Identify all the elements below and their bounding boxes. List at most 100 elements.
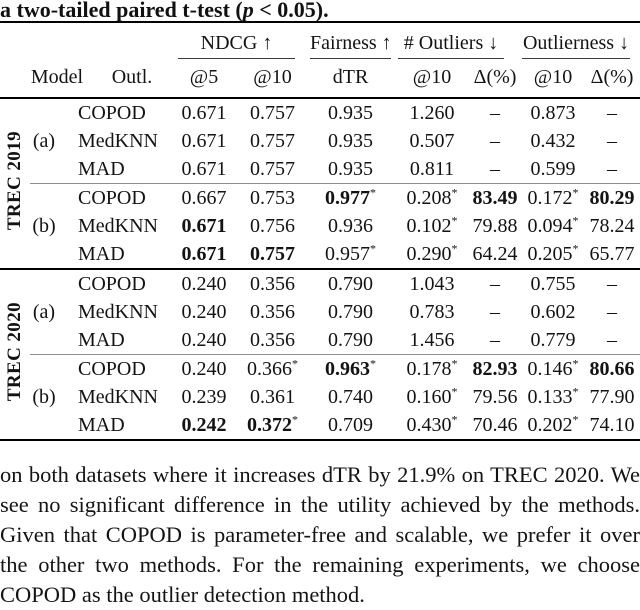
caption-p-variable: p [242,0,254,22]
outlier-method-label: COPOD [58,268,168,298]
outlier-method-label: MAD [78,158,125,180]
outlier-method-label: MedKNN [78,301,158,323]
group-header-ndcg: NDCG ↑ [168,23,305,59]
value-cell: 0.205* [527,241,579,265]
table-row: MAD 0.242 0.372* 0.709 0.430* 70.46 0.202* 74.1… [0,411,640,439]
paragraph-line: Given that COPOD is parameter-free and s… [0,522,640,547]
col-header-outliers-delta: Δ(%) [468,59,523,99]
value-cell: 79.88 [472,215,518,237]
group-header-outlierness-label: Outlierness ↓ [522,32,631,59]
group-header-ndcg-label: NDCG ↑ [178,32,296,59]
value-cell: 0.178* [396,354,469,383]
value-cell: 0.356 [240,268,306,298]
value-cell: 0.757 [250,102,295,124]
table-row: MAD 0.671 0.757 0.957* 0.290* 64.24 0.205* 65.7… [0,240,640,269]
value-cell: 65.77 [589,243,635,265]
paragraph-line: COPOD as the outlier detection method. [0,582,365,607]
paragraph-line: on both datasets where it increases dTR … [0,462,640,487]
results-table: NDCG ↑ Fairness ↑ # Outliers ↓ Outlierne… [0,23,640,439]
value-cell: 77.90 [589,386,635,408]
value-cell: 82.93 [468,354,523,383]
table-row: TREC 2020 (a) COPOD 0.240 0.356 0.790 1.043–0.… [0,268,640,439]
value-cell: 0.756 [250,215,295,237]
value-cell: 0.740 [328,386,374,408]
value-cell: 80.66 [584,354,640,383]
value-cell: 74.10 [589,414,635,436]
table-row: MedKNN 0.239 0.361 0.740 0.160* 79.56 0.133* 77… [0,383,640,411]
value-cell: 0.432 [530,130,576,152]
value-cell: 0.094* [527,213,579,237]
outlier-method-label: MedKNN [78,130,158,152]
value-cell: – [607,301,618,323]
value-cell: 0.602 [530,301,576,323]
value-cell: 0.240 [181,301,227,323]
value-cell: 0.361 [250,386,295,408]
caption-suffix: < 0.05). [253,0,329,22]
value-cell: 0.936 [328,215,374,237]
value-cell: – [490,301,501,323]
sub-header-row: Model Outl. @5 @10 dTR @10 Δ(%) @10 Δ(%) [0,59,640,99]
value-cell: 0.790 [328,301,374,323]
value-cell: 0.172* [522,183,585,212]
table-caption: a two-tailed paired t-test (p < 0.05). [0,0,640,22]
value-cell: 0.977* [305,183,397,212]
model-group-label: (b) [30,354,58,439]
outlier-method-label: COPOD [58,183,168,212]
group-header-outliers-label: # Outliers ↓ [398,32,505,59]
dataset-label: TREC 2019 [4,131,25,231]
value-cell: 0.202* [527,412,579,436]
value-cell: 0.356 [250,301,295,323]
body-paragraph: on both datasets where it increases dTR … [0,460,640,610]
value-cell: 0.779 [530,329,576,351]
paragraph-line: see no significant difference in the uti… [0,492,640,517]
value-cell: 0.667 [168,183,240,212]
value-cell: 0.208* [396,183,469,212]
value-cell: 0.957* [325,241,377,265]
group-header-blank [0,23,168,59]
value-cell: 0.671 [181,215,227,237]
col-header-model: Model [0,59,83,99]
dataset-label-cell: TREC 2019 [0,98,30,269]
value-cell: 0.430* [406,412,458,436]
value-cell: – [490,102,501,124]
col-header-outl: Outl. [58,59,168,99]
value-cell: 0.671 [181,130,227,152]
value-cell: 83.49 [468,183,523,212]
value-cell: 0.599 [530,158,576,180]
value-cell: – [607,158,618,180]
table-row: MAD 0.240 0.356 0.790 1.456 – 0.779 – [0,326,640,355]
value-cell: 0.671 [181,243,227,265]
value-cell: 0.240 [168,268,240,298]
value-cell: 0.146* [522,354,585,383]
value-cell: 0.671 [181,158,227,180]
value-cell: 0.366* [240,354,306,383]
group-header-fairness: Fairness ↑ [305,23,396,59]
value-cell: 0.133* [527,384,579,408]
value-cell: 0.671 [181,102,227,124]
value-cell: 1.456 [409,329,455,351]
value-cell: 0.240 [168,354,240,383]
table-row: MedKNN 0.671 0.757 0.935 0.507 – 0.432 – [0,127,640,155]
col-header-outlierness-at10: @10 [522,59,585,99]
value-cell: 0.755 [522,268,585,298]
table-row: (b) COPOD 0.240 0.366* 0.963* 0.178* 82.93 0.14… [0,354,640,439]
group-header-row: NDCG ↑ Fairness ↑ # Outliers ↓ Outlierne… [0,23,640,59]
value-cell: 0.757 [250,158,295,180]
col-header-ndcg-at10: @10 [240,59,306,99]
model-group-label: (a) [30,268,58,355]
table-row: MedKNN 0.671 0.756 0.936 0.102* 79.88 0.094* 78… [0,212,640,240]
model-group-label: (a) [32,130,56,152]
results-table-body: TREC 2019 (a) COPOD 0.671 0.757 0.935 1.260–0.… [0,98,640,439]
value-cell: 79.56 [472,386,518,408]
col-header-model-label: Model [30,66,84,88]
value-cell: 0.240 [181,329,227,351]
value-cell: 0.757 [250,130,295,152]
value-cell: 0.790 [328,329,374,351]
paragraph-line: the other two methods. For the remaining… [0,552,640,577]
outlier-method-label: COPOD [58,354,168,383]
group-header-outliers: # Outliers ↓ [396,23,522,59]
outlier-method-label: MAD [78,329,125,351]
col-header-outlierness-delta: Δ(%) [584,59,640,99]
value-cell: 0.102* [406,213,458,237]
